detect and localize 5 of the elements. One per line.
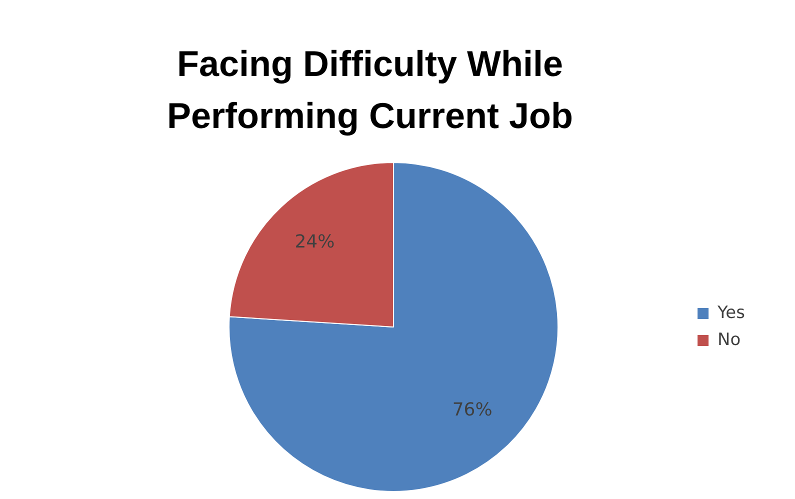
legend-label: Yes: [716, 302, 746, 323]
chart-title: Facing Difficulty While Performing Current Job: [166, 42, 574, 138]
data-label: 76%: [452, 400, 492, 421]
data-label: 24%: [294, 232, 335, 253]
legend-label: No: [718, 330, 741, 350]
